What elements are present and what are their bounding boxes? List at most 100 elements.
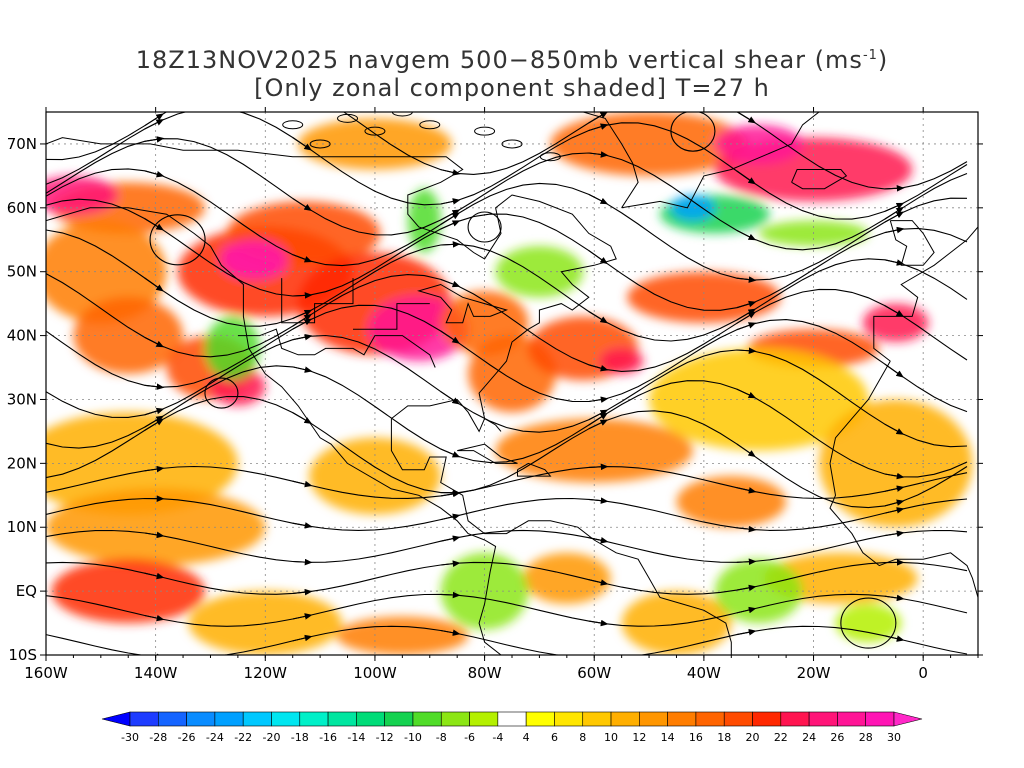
streamline-arrow — [440, 241, 461, 248]
colorbar-swatch — [865, 711, 895, 727]
island-outline — [391, 112, 413, 117]
streamline-arrow — [736, 584, 757, 592]
colorbar-swatch — [412, 711, 442, 727]
streamline-arrow — [884, 226, 905, 234]
streamline-arrow — [440, 591, 461, 599]
colorbar-swatch — [582, 711, 612, 727]
streamline-arrow — [736, 170, 756, 185]
streamline-arrow — [588, 311, 609, 324]
island-outline — [364, 126, 386, 136]
colorbar-label: 28 — [859, 731, 873, 744]
streamline-arrow — [588, 396, 609, 403]
map-title-line2: [Only zonal component shaded] T=27 h — [254, 74, 770, 102]
colorbar-label: -30 — [121, 731, 139, 744]
streamline-arrow — [736, 443, 756, 458]
colorbar-left-arrow — [101, 711, 131, 727]
colorbar-swatch — [837, 711, 867, 727]
shear-region — [714, 124, 803, 164]
streamline-arrow — [884, 499, 905, 507]
streamline-arrow — [736, 347, 757, 355]
colorbar-label: 24 — [802, 731, 816, 744]
lon-tick-label: 80W — [468, 664, 502, 682]
colorbar-label: 22 — [774, 731, 788, 744]
streamline — [46, 465, 968, 500]
streamline-arrow — [144, 572, 165, 580]
coastline-path — [517, 462, 552, 477]
coastline-path — [281, 278, 354, 324]
colorbar-label: 14 — [661, 731, 675, 744]
streamline-arrow — [588, 250, 608, 265]
coastline-path — [417, 283, 509, 324]
streamline-arrow — [144, 277, 164, 292]
graticule — [46, 112, 978, 655]
streamline-arrow — [736, 525, 757, 533]
streamline-arrow — [884, 202, 905, 212]
coastlines — [46, 112, 978, 655]
coastline-path — [46, 137, 617, 433]
streamline-arrow — [588, 497, 609, 504]
lat-tick-label: 20N — [7, 454, 37, 472]
streamline — [46, 365, 968, 478]
streamline-arrow — [736, 487, 757, 494]
streamline-arrow — [588, 619, 609, 627]
colorbar-swatch — [808, 711, 838, 727]
streamline-arrow — [588, 193, 609, 205]
lat-tick-label: 40N — [7, 327, 37, 345]
streamline-arrow — [736, 300, 757, 309]
colorbar-swatch — [554, 711, 584, 727]
colorbar-label: -6 — [464, 731, 475, 744]
streamline — [46, 561, 968, 595]
island-outline — [419, 120, 441, 130]
circulation-loop — [840, 597, 897, 649]
colorbar-swatch — [157, 711, 187, 727]
streamline-arrow — [293, 84, 310, 91]
colorbar-swatch — [214, 711, 244, 727]
streamline-arrow — [440, 513, 461, 521]
coastline-path — [390, 418, 732, 655]
circulation-loop — [204, 377, 239, 409]
streamline — [46, 273, 968, 372]
lat-tick-label: 10N — [7, 518, 37, 536]
colorbar-swatch — [723, 711, 753, 727]
axis-labels: 160W 140W 120W 100W 80W 60W 40W 20W 0 70N 60N 50N 40… — [7, 107, 983, 682]
streamline-arrow — [144, 531, 165, 539]
colorbar-label: -24 — [206, 731, 224, 744]
shear-region — [51, 559, 205, 624]
circulation-loop — [149, 214, 206, 266]
lon-tick-label: 40W — [687, 664, 721, 682]
colorbar-swatch — [639, 711, 668, 727]
streamline-arrow — [440, 490, 461, 498]
streamline-arrow — [736, 311, 757, 324]
colorbar-swatch — [327, 711, 357, 727]
streamline-arrow — [144, 170, 165, 178]
streamline-arrow — [884, 259, 905, 266]
colorbar-label: 26 — [830, 731, 844, 744]
streamline-arrow — [292, 558, 313, 566]
streamline-arrow — [292, 318, 313, 330]
streamline — [46, 138, 968, 251]
shear-region — [835, 603, 902, 643]
streamline-arrow — [736, 606, 757, 614]
streamline — [46, 168, 968, 281]
streamline-arrow — [588, 579, 609, 586]
colorbar-swatch — [525, 711, 555, 727]
shear-region — [221, 239, 288, 279]
lon-tick-label: 120W — [244, 664, 288, 682]
colorbar-label: 18 — [717, 731, 731, 744]
streamline-arrow — [884, 211, 905, 223]
colorbar-label: 4 — [523, 731, 530, 744]
coastline-path — [829, 360, 978, 624]
streamline — [46, 112, 968, 190]
colorbar-label: -20 — [262, 731, 280, 744]
streamline-arrow — [292, 480, 313, 488]
colorbar-right-arrow — [893, 711, 923, 727]
colorbar-label: 30 — [887, 731, 901, 744]
streamline — [46, 529, 968, 563]
colorbar-label: -18 — [291, 731, 309, 744]
coastline-path — [791, 169, 848, 190]
streamline-arrow — [884, 305, 905, 317]
coastline-path — [46, 207, 502, 655]
lat-tick-label: EQ — [16, 582, 37, 600]
shear-region — [819, 399, 973, 528]
colorbar-swatch — [497, 711, 527, 727]
